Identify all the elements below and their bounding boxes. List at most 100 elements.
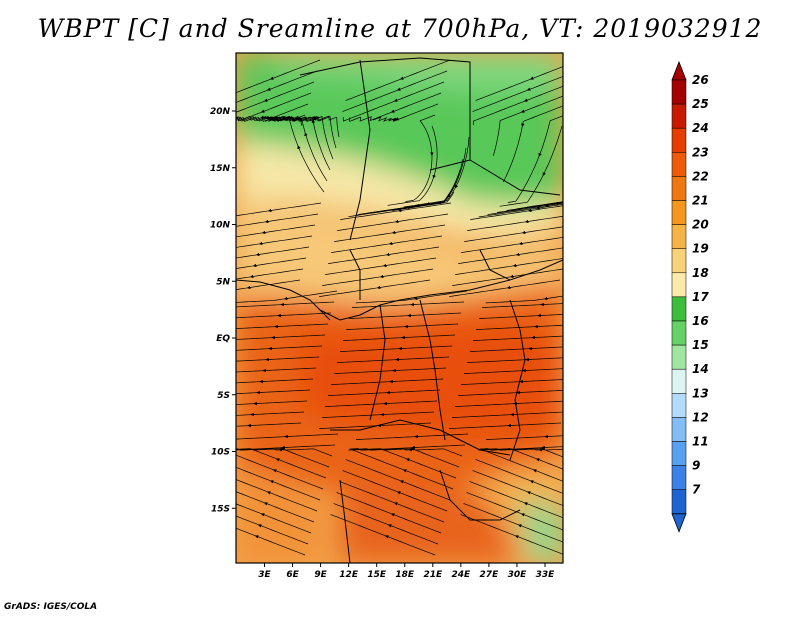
streamline-arrow (402, 469, 407, 473)
lon-tick-label: 33E (536, 570, 556, 580)
streamline (236, 246, 310, 259)
streamline (236, 279, 301, 290)
streamline (452, 411, 563, 418)
colorbar-segment (671, 296, 687, 322)
lon-tick-label: 6E (286, 570, 299, 580)
colorbar-label: 24 (692, 121, 709, 135)
streamline (322, 268, 434, 286)
streamline-arrow (523, 502, 528, 506)
streamline (472, 85, 563, 126)
streamline-arrow (523, 98, 528, 102)
colorbar-segment (671, 441, 687, 466)
streamline (236, 389, 311, 395)
streamlines (236, 59, 563, 556)
streamline (236, 479, 318, 512)
colorbar-label: 25 (692, 97, 709, 111)
latitude-axis: 20N 15N 10N 5N EQ 5S 10S 15S (210, 107, 236, 514)
streamline (236, 433, 339, 440)
colorbar-label: 23 (692, 145, 709, 159)
streamline-arrow (405, 458, 410, 462)
lon-tick-label: 27E (480, 570, 500, 580)
streamline (478, 449, 563, 482)
streamline (236, 202, 322, 217)
streamline (463, 503, 563, 543)
streamline (236, 235, 313, 248)
lon-tick-label: 18E (395, 570, 415, 580)
streamline (449, 422, 562, 429)
streamline (482, 303, 563, 308)
streamline-arrow (265, 115, 270, 120)
streamline (449, 279, 561, 297)
colorbar: 26 25 24 23 22 21 20 19 18 17 16 15 14 13 12 11 9 7 (671, 60, 709, 533)
map-plot-area (236, 53, 563, 563)
colorbar-segment (671, 417, 687, 442)
streamline (333, 503, 439, 545)
streamline (479, 448, 563, 470)
streamline (502, 105, 563, 183)
streamline-arrow (260, 513, 265, 517)
streamline (236, 491, 315, 523)
streamline (478, 203, 563, 218)
lat-tick-label: EQ (216, 334, 230, 344)
streamline-arrow (514, 535, 519, 539)
streamline (342, 470, 448, 512)
streamline (507, 115, 563, 203)
lon-tick-label: 24E (452, 570, 472, 580)
streamline (236, 422, 302, 427)
streamline (348, 449, 454, 490)
colorbar-label: 18 (692, 266, 709, 280)
streamline (345, 459, 451, 501)
colorbar-label: 13 (692, 386, 709, 400)
streamline (331, 378, 444, 385)
colorbar-label: 20 (692, 218, 709, 232)
colorbar-label: 15 (692, 338, 709, 352)
streamline-arrow (395, 117, 399, 121)
streamline (236, 367, 317, 373)
streamline (236, 466, 321, 501)
lat-tick-label: 15S (211, 504, 230, 514)
streamline (460, 514, 563, 555)
streamline (467, 357, 563, 363)
streamline (343, 334, 456, 341)
streamline (334, 224, 446, 242)
streamline (349, 448, 457, 479)
streamline-arrow (393, 98, 398, 102)
streamline (486, 435, 563, 440)
streamline (373, 103, 439, 122)
streamline-arrow (390, 513, 395, 517)
streamline (236, 92, 312, 121)
colorbar-label: 14 (692, 362, 709, 376)
streamline (466, 492, 563, 531)
streamline (337, 213, 449, 231)
streamline (340, 345, 453, 352)
streamline (461, 379, 563, 385)
country-borders (236, 57, 563, 563)
streamline (403, 136, 470, 208)
streamline (236, 527, 306, 556)
streamline (473, 335, 563, 341)
streamline-arrow (396, 491, 401, 495)
streamline (346, 323, 459, 330)
colorbar-segment (671, 320, 687, 346)
colorbar-segment (671, 79, 687, 105)
lon-tick-label: 3E (258, 570, 271, 580)
streamline (455, 400, 563, 407)
streamline-arrow (526, 491, 531, 495)
streamline (236, 81, 315, 113)
colorbar-top-arrow (671, 60, 687, 81)
streamline (506, 201, 563, 211)
streamline (236, 400, 308, 405)
colorbar-segment (671, 272, 687, 298)
streamline (268, 115, 328, 182)
colorbar-label: 7 (692, 483, 701, 497)
streamline (236, 345, 323, 351)
streamline-arrow (384, 535, 389, 539)
streamline (331, 235, 443, 253)
streamline (481, 448, 563, 451)
streamline (485, 295, 563, 304)
streamline (236, 378, 314, 384)
streamline (455, 258, 563, 275)
streamline-arrow (432, 174, 436, 179)
streamline (236, 213, 319, 227)
